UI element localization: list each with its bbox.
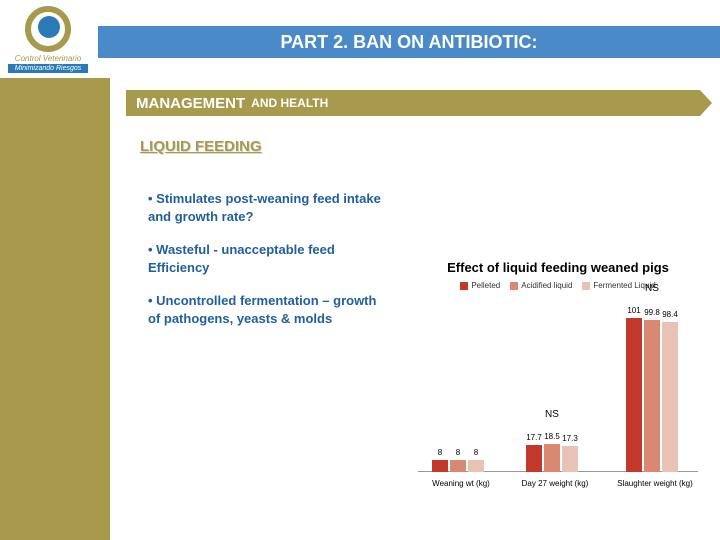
bar-value-label: 8: [456, 448, 460, 457]
bar-group: 17.718.517.3NS: [526, 444, 578, 472]
bar: 99.8: [644, 320, 660, 472]
section-heading: LIQUID FEEDING: [140, 138, 262, 155]
chart-area: 888Weaning wt (kg)17.718.517.3NSDay 27 w…: [408, 294, 708, 494]
bar: 101: [626, 318, 642, 472]
bar-value-label: 98.4: [662, 310, 678, 319]
bullet-item: • Stimulates post-weaning feed intake an…: [148, 190, 388, 225]
page-title: PART 2. BAN ON ANTIBIOTIC:: [281, 32, 538, 53]
bullet-item: • Uncontrolled fermentation – growth of …: [148, 292, 388, 327]
bar: 17.3: [562, 446, 578, 472]
bar: 8: [450, 460, 466, 472]
axis-label: Weaning wt (kg): [422, 479, 500, 488]
logo-line2: Minimizando Riesgos: [8, 64, 88, 73]
legend-label: Acidified liquid: [521, 281, 572, 290]
legend-swatch: [510, 282, 518, 290]
bar: 18.5: [544, 444, 560, 472]
bar: 8: [468, 460, 484, 472]
chart-title: Effect of liquid feeding weaned pigs: [408, 260, 708, 275]
bar-value-label: 18.5: [544, 432, 560, 441]
bar-group: 888: [432, 460, 484, 472]
bar: 17.7: [526, 445, 542, 472]
logo-mark: [25, 6, 71, 52]
significance-label: NS: [545, 409, 559, 420]
left-column: [0, 78, 110, 540]
legend-item: Pelleted: [460, 281, 500, 290]
logo-line1: Control Veterinario: [8, 54, 88, 63]
significance-label: NS: [645, 283, 659, 294]
bar-value-label: 8: [474, 448, 478, 457]
bar-group: 10199.898.4NS: [626, 318, 678, 472]
legend-item: Acidified liquid: [510, 281, 572, 290]
logo: Control Veterinario Minimizando Riesgos: [8, 6, 88, 73]
subtitle-b: AND HEALTH: [251, 96, 328, 110]
axis-label: Day 27 weight (kg): [516, 479, 594, 488]
subtitle-bar: MANAGEMENT AND HEALTH: [126, 90, 700, 116]
bar-value-label: 17.7: [526, 433, 542, 442]
legend-label: Pelleted: [471, 281, 500, 290]
bar-value-label: 17.3: [562, 434, 578, 443]
axis-label: Slaughter weight (kg): [616, 479, 694, 488]
legend-swatch: [582, 282, 590, 290]
subtitle-a: MANAGEMENT: [136, 95, 245, 112]
title-bar: PART 2. BAN ON ANTIBIOTIC:: [98, 26, 720, 58]
bullet-item: • Wasteful - unacceptable feed Efficienc…: [148, 241, 388, 276]
chart: Effect of liquid feeding weaned pigs Pel…: [408, 260, 708, 520]
chart-legend: PelletedAcidified liquidFermented Liquid: [408, 281, 708, 290]
bar-value-label: 8: [438, 448, 442, 457]
bullet-list: • Stimulates post-weaning feed intake an…: [148, 190, 388, 343]
bar-value-label: 99.8: [644, 308, 660, 317]
legend-swatch: [460, 282, 468, 290]
bar: 8: [432, 460, 448, 472]
bar: 98.4: [662, 322, 678, 472]
bar-value-label: 101: [627, 306, 640, 315]
